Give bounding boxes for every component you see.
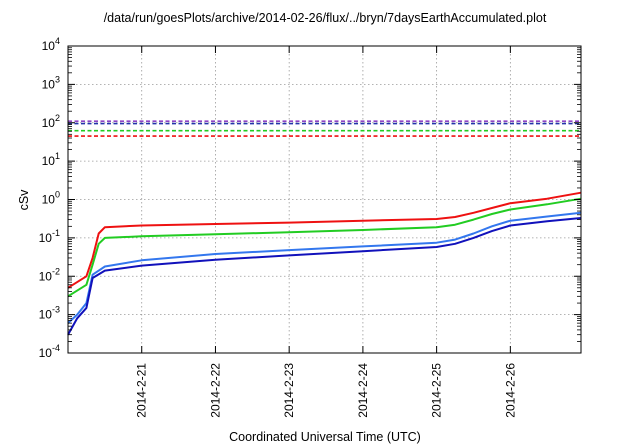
y-tick-label: 10-3 [39,305,60,322]
series-line [67,217,582,336]
y-tick-label: 102 [42,113,60,130]
x-tick-label: 2014-2-21 [135,363,149,418]
x-tick-label: 2014-2-23 [282,363,296,418]
series-line [67,197,582,298]
y-axis-ticks: 10-4 10-3 10-2 10-1 100 101 102 103 104 [39,36,581,360]
series-line [67,191,582,289]
x-tick-label: 2014-2-26 [503,363,517,418]
x-tick-label: 2014-2-22 [208,363,222,418]
chart-title: /data/run/goesPlots/archive/2014-02-26/f… [104,11,547,25]
y-tick-label: 100 [42,190,60,207]
x-tick-label: 2014-2-24 [356,363,370,418]
series-lines [67,191,582,336]
y-tick-label: 101 [42,151,60,168]
threshold-lines [68,120,581,137]
y-tick-label: 10-2 [39,266,60,283]
grid [68,46,581,353]
y-tick-label: 10-4 [39,343,60,360]
x-axis-title: Coordinated Universal Time (UTC) [229,430,421,444]
y-tick-label: 103 [42,74,60,91]
x-axis-ticks: 2014-2-21 2014-2-22 2014-2-23 2014-2-24 2014… [135,46,517,418]
series-line [67,211,582,324]
y-axis-title: cSv [17,189,31,211]
y-tick-label: 10-1 [39,228,60,245]
x-tick-label: 2014-2-25 [430,363,444,418]
y-tick-label: 104 [42,36,60,53]
